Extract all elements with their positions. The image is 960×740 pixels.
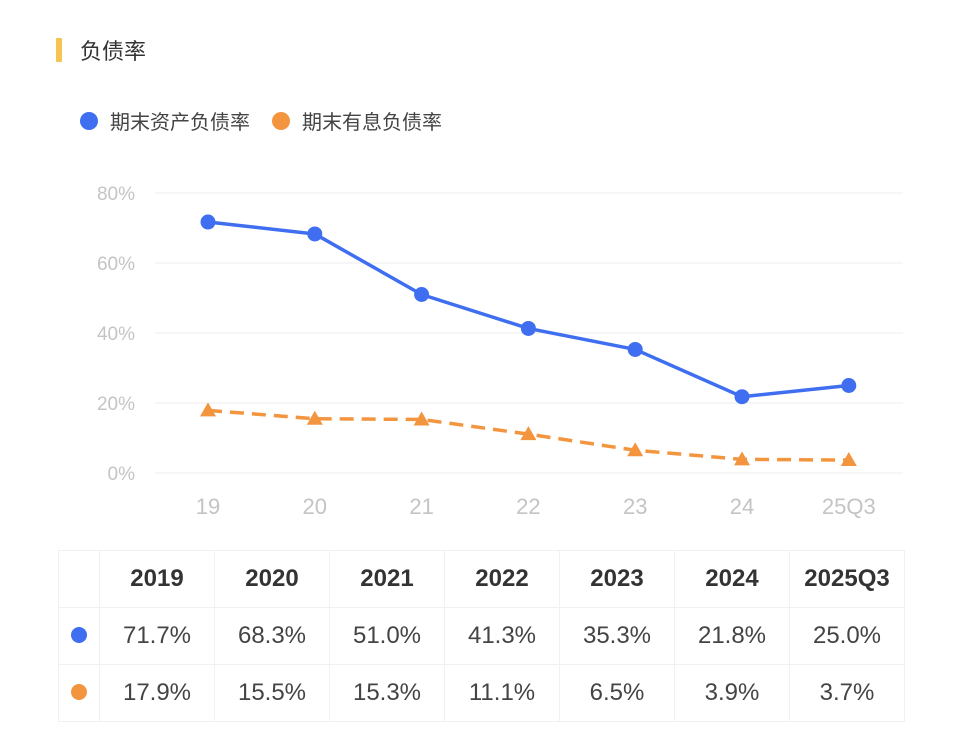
table-header: 2019 xyxy=(99,550,215,608)
series-line-0 xyxy=(207,220,849,399)
table-cell: 25.0% xyxy=(789,607,905,665)
y-tick-label: 40% xyxy=(97,324,135,345)
legend-dot-icon xyxy=(80,111,98,130)
table-cell: 3.7% xyxy=(789,664,905,722)
x-tick-label: 25Q3 xyxy=(822,494,876,519)
data-point-0 xyxy=(520,320,536,336)
data-point-1 xyxy=(306,410,323,425)
data-point-1 xyxy=(520,426,537,441)
data-point-1 xyxy=(840,452,857,467)
data-point-1 xyxy=(413,411,430,426)
table-cell: 3.9% xyxy=(674,664,790,722)
title-accent-bar xyxy=(56,38,62,62)
legend: 期末资产负债率 期末有息负债率 xyxy=(80,106,464,135)
table-cell: 35.3% xyxy=(559,607,675,665)
x-tick-label: 22 xyxy=(516,494,540,519)
table-cell: 6.5% xyxy=(559,664,675,722)
legend-label: 期末资产负债率 xyxy=(110,110,250,134)
table-cell: 15.3% xyxy=(329,664,445,722)
x-tick-label: 24 xyxy=(730,494,754,519)
series-dot-icon xyxy=(71,627,87,643)
data-point-0 xyxy=(414,287,430,302)
y-tick-label: 0% xyxy=(108,464,136,485)
data-table: 2019 2020 2021 2022 2023 2024 2025Q3 71.… xyxy=(58,550,905,722)
table-header: 2020 xyxy=(214,550,330,608)
y-tick-label: 20% xyxy=(97,394,135,415)
data-point-0 xyxy=(627,341,643,357)
legend-dot-icon xyxy=(272,111,290,130)
data-point-0 xyxy=(200,214,216,230)
table-cell: 71.7% xyxy=(99,607,215,665)
table-row: 17.9% 15.5% 15.3% 11.1% 6.5% 3.9% 3.7% xyxy=(58,664,905,722)
data-point-0 xyxy=(734,389,750,405)
x-tick-label: 21 xyxy=(409,494,433,519)
y-tick-label: 60% xyxy=(97,254,135,275)
table-cell: 11.1% xyxy=(444,664,560,722)
table-cell: 21.8% xyxy=(674,607,790,665)
data-point-0 xyxy=(841,378,857,393)
table-row: 71.7% 68.3% 51.0% 41.3% 35.3% 21.8% 25.0… xyxy=(58,607,905,665)
table-header-row: 2019 2020 2021 2022 2023 2024 2025Q3 xyxy=(58,550,905,608)
table-cell: 15.5% xyxy=(214,664,330,722)
y-tick-label: 80% xyxy=(97,184,135,205)
table-cell: 51.0% xyxy=(329,607,445,665)
legend-label: 期末有息负债率 xyxy=(302,110,442,134)
x-tick-label: 19 xyxy=(196,494,220,519)
data-point-0 xyxy=(307,226,323,242)
line-chart: 0% 20% 40% 60% 80% 19 20 21 22 23 24 25Q3 xyxy=(97,184,903,519)
table-cell: 41.3% xyxy=(444,607,560,665)
series-dot-icon xyxy=(71,684,87,700)
table-header: 2023 xyxy=(559,550,675,608)
data-point-1 xyxy=(734,451,750,466)
data-point-1 xyxy=(200,402,216,417)
x-tick-label: 23 xyxy=(623,494,647,519)
table-cell: 68.3% xyxy=(214,607,330,665)
legend-item-asset-liability[interactable]: 期末资产负债率 xyxy=(80,106,250,135)
table-header: 2022 xyxy=(444,550,560,608)
table-header: 2021 xyxy=(329,550,445,608)
data-point-1 xyxy=(627,442,644,457)
table-cell: 17.9% xyxy=(99,664,215,722)
table-header: 2024 xyxy=(674,550,790,608)
x-tick-label: 20 xyxy=(303,494,327,519)
chart-title: 负债率 xyxy=(80,40,147,65)
legend-item-interest-bearing[interactable]: 期末有息负债率 xyxy=(272,106,442,135)
table-header: 2025Q3 xyxy=(789,550,905,608)
